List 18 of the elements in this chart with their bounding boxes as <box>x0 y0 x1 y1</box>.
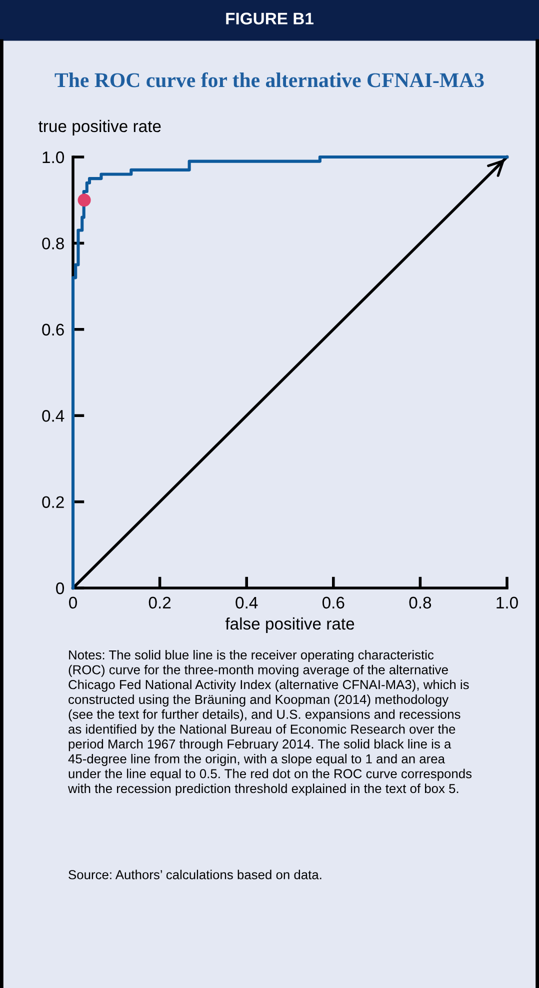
source-note: Source: Authors’ calculations based on data. <box>68 870 322 880</box>
x-tick-label: 0.4 <box>236 596 258 609</box>
y-tick-label: 0.2 <box>42 496 64 508</box>
x-tick-label: 0 <box>69 596 77 609</box>
y-tick-label: 0.4 <box>42 410 64 422</box>
text: Notes: The solid blue line is the receiver operating characteristic (ROC) curve for the three-month moving average of the alternative Chicago Fed National Activity Index (alternative CFNAI-MA3), which is constructed using the Bräuning and Koopman (2014) methodology (see the text for further details), and U.S. expansions and recessions as identified by the National Bureau of Economic Research over the period March 1967 through February 2014. The solid black line is a 45-degree line from the origin, with a slope equal to 1 and an area under the line equal to 0.5. The red dot on the ROC curve corresponds with the recession prediction threshold explained in the text of box 5. <box>68 650 472 796</box>
x-tick-label: 0.6 <box>322 596 344 609</box>
chart-subtitle: The ROC curve for the alternative CFNAI-MA3 <box>54 72 484 88</box>
y-tick-label: 0.6 <box>42 324 64 336</box>
x-tick-label: 0.8 <box>409 596 432 609</box>
y-tick-label: 1.0 <box>42 151 64 164</box>
y-tick-label: 0.8 <box>42 238 64 250</box>
chart-title: FIGURE B1 <box>226 12 314 24</box>
x-axis-title: false positive rate <box>225 617 354 633</box>
x-tick-label: 0.2 <box>148 596 171 609</box>
y-tick-label: 0 <box>56 582 64 594</box>
x-tick-label: 1.0 <box>496 596 518 609</box>
y-axis-title: true positive rate <box>38 120 161 136</box>
